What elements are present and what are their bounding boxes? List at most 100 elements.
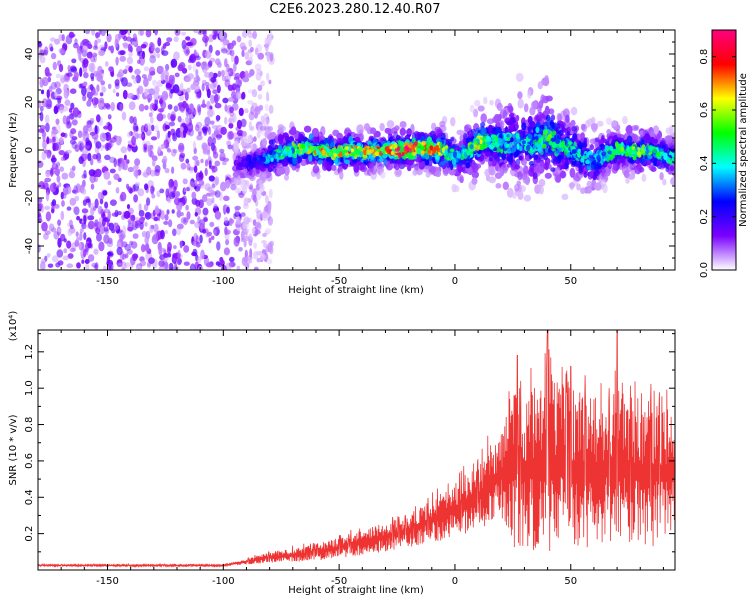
noise-speckle: [214, 176, 220, 186]
noise-speckle: [243, 256, 248, 263]
ridge-point: [308, 133, 314, 141]
ridge-point: [554, 166, 561, 175]
ridge-point: [580, 132, 585, 139]
noise-speckle: [135, 132, 139, 140]
noise-speckle: [94, 125, 100, 135]
noise-speckle: [140, 44, 147, 49]
noise-speckle: [67, 253, 74, 259]
ridge-point: [492, 154, 499, 160]
ridge-point: [539, 185, 544, 195]
noise-speckle: [267, 34, 272, 44]
noise-speckle: [153, 233, 159, 241]
ridge-point: [406, 158, 413, 165]
ridge-point: [600, 168, 607, 174]
noise-speckle: [42, 139, 47, 150]
noise-speckle: [208, 175, 215, 182]
noise-speckle: [120, 146, 128, 154]
noise-speckle: [163, 252, 169, 258]
noise-speckle: [246, 217, 253, 223]
ridge-point: [235, 187, 242, 194]
ridge-point: [670, 177, 675, 186]
noise-speckle: [172, 228, 177, 237]
noise-speckle: [216, 241, 221, 251]
noise-speckle: [262, 117, 270, 128]
noise-speckle: [132, 233, 139, 239]
noise-speckle: [199, 170, 203, 179]
ridge-point: [507, 102, 513, 113]
noise-speckle: [58, 48, 66, 54]
noise-speckle: [257, 93, 263, 100]
noise-speckle: [87, 220, 95, 230]
noise-speckle: [256, 209, 263, 220]
noise-speckle: [50, 37, 56, 42]
ridge-point: [593, 170, 600, 177]
noise-speckle: [131, 41, 137, 46]
noise-speckle: [103, 226, 109, 232]
noise-speckle: [140, 244, 146, 253]
noise-speckle: [164, 214, 169, 221]
ridge-point: [502, 181, 509, 190]
noise-speckle: [76, 236, 81, 242]
ridge-point: [527, 115, 533, 124]
ridge-point: [517, 171, 523, 181]
noise-speckle: [148, 257, 155, 264]
noise-speckle: [227, 84, 233, 91]
noise-speckle: [241, 131, 247, 137]
ridge-point: [589, 144, 594, 151]
noise-speckle: [228, 116, 235, 125]
ridge-point: [576, 183, 581, 191]
noise-speckle: [85, 262, 90, 270]
ridge-point: [494, 172, 503, 180]
ridge-point: [532, 172, 538, 180]
noise-speckle: [81, 45, 89, 52]
noise-speckle: [222, 41, 226, 48]
noise-speckle: [146, 263, 151, 269]
noise-speckle: [182, 128, 187, 138]
noise-speckle: [196, 134, 203, 141]
noise-speckle: [222, 97, 229, 104]
noise-speckle: [157, 145, 161, 154]
noise-speckle: [99, 44, 105, 49]
noise-speckle: [103, 125, 109, 130]
noise-speckle: [114, 209, 119, 218]
ridge-point: [561, 193, 569, 200]
noise-speckle: [206, 88, 211, 99]
noise-speckle: [102, 190, 108, 196]
noise-speckle: [202, 61, 208, 66]
noise-speckle: [126, 56, 133, 65]
noise-speckle: [248, 57, 253, 66]
noise-speckle: [218, 191, 223, 202]
ridge-point: [459, 176, 464, 184]
noise-speckle: [215, 261, 221, 266]
noise-speckle: [139, 30, 144, 36]
noise-speckle: [228, 122, 234, 129]
ridge-point: [369, 127, 377, 134]
noise-speckle: [50, 157, 57, 163]
ridge-point: [399, 121, 407, 129]
noise-speckle: [154, 207, 160, 214]
ridge-point: [518, 185, 526, 193]
noise-speckle: [154, 85, 160, 94]
noise-speckle: [107, 251, 112, 256]
ridge-point: [488, 176, 497, 184]
noise-speckle: [191, 197, 198, 205]
noise-speckle: [66, 72, 73, 77]
noise-speckle: [201, 142, 208, 151]
noise-speckle: [186, 41, 193, 47]
noise-speckle: [259, 253, 266, 261]
noise-speckle: [220, 181, 227, 192]
noise-speckle: [99, 97, 105, 104]
ridge-point: [492, 159, 497, 167]
noise-speckle: [131, 135, 137, 146]
noise-speckle: [263, 43, 269, 48]
noise-speckle: [150, 185, 155, 195]
ridge-point: [233, 178, 241, 186]
ridge-point: [606, 129, 612, 135]
ridge-point: [317, 159, 324, 165]
noise-speckle: [50, 167, 54, 177]
figure-title: C2E6.2023.280.12.40.R07: [269, 2, 441, 17]
noise-speckle: [140, 125, 145, 134]
noise-speckle: [62, 255, 70, 261]
noise-speckle: [151, 103, 159, 111]
